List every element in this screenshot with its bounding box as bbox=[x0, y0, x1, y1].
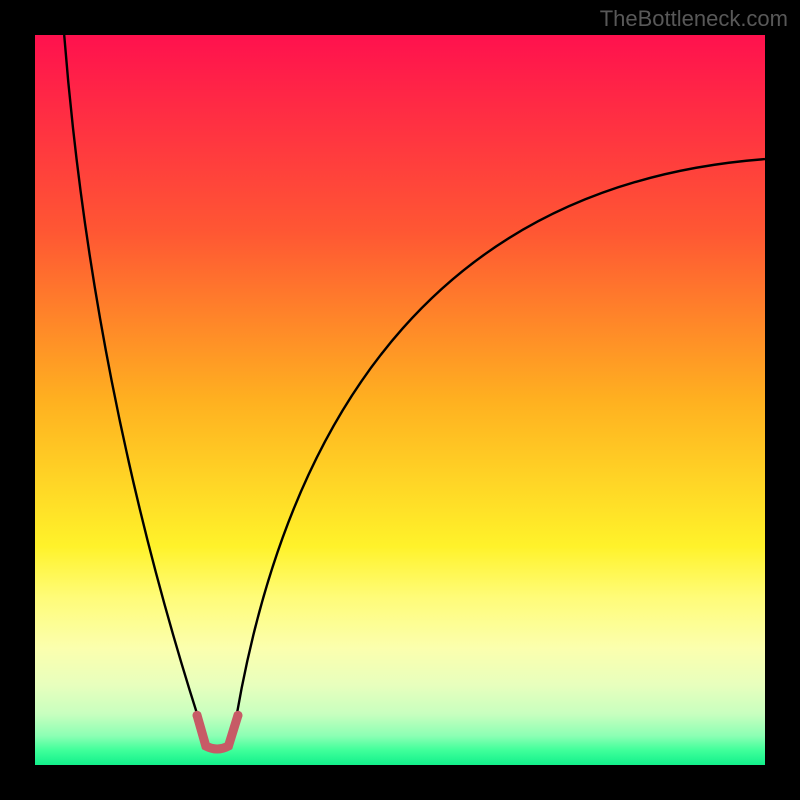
watermark-label: TheBottleneck.com bbox=[600, 6, 788, 32]
chart-container: TheBottleneck.com bbox=[0, 0, 800, 800]
plot-area bbox=[35, 35, 765, 765]
bottleneck-curve bbox=[35, 35, 765, 765]
